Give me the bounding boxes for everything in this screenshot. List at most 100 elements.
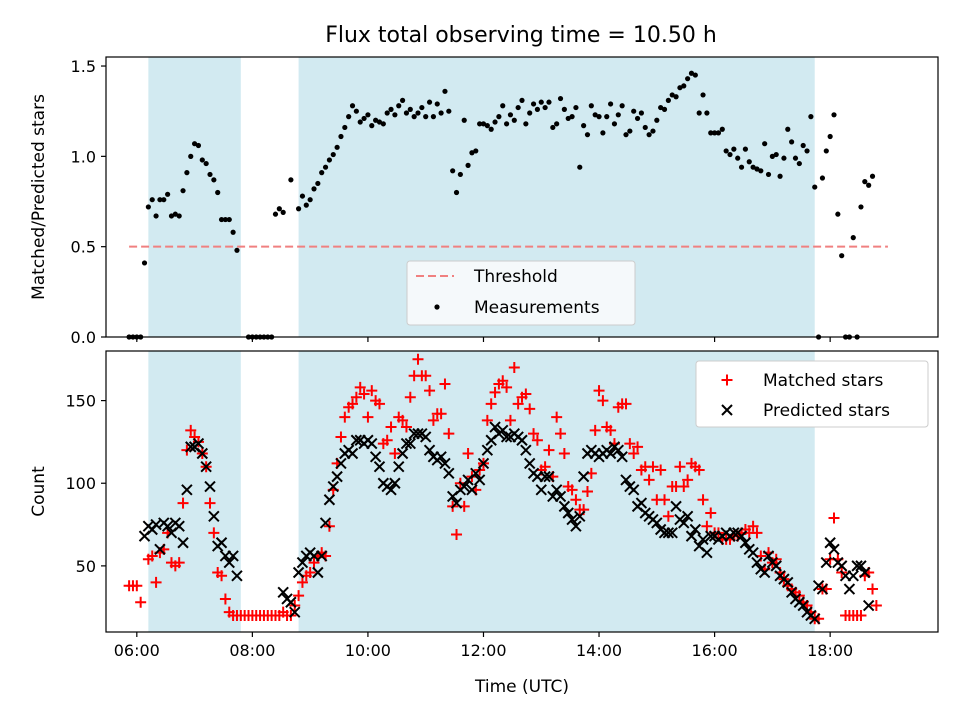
measurement-point — [188, 153, 194, 159]
measurement-point — [808, 114, 814, 120]
predicted-stars-point — [350, 434, 363, 446]
matched-stars-point — [439, 378, 451, 390]
measurement-point — [546, 99, 552, 105]
measurement-point — [392, 112, 398, 118]
matched-stars-point — [150, 576, 162, 588]
matched-stars-point — [605, 424, 617, 436]
measurement-point — [153, 213, 159, 219]
legend-measurement-swatch — [434, 304, 440, 310]
measurement-point — [673, 94, 679, 100]
predicted-stars-point — [154, 543, 166, 556]
predicted-stars-point — [539, 470, 551, 483]
predicted-stars-point — [616, 451, 628, 463]
predicted-stars-point — [689, 523, 702, 536]
measurement-point — [677, 85, 683, 91]
predicted-stars-point — [612, 444, 625, 456]
measurement-point — [480, 121, 487, 127]
predicted-stars-point — [824, 537, 836, 549]
matched-stars-point — [620, 398, 632, 410]
matched-stars-point — [373, 398, 385, 410]
matched-stars-point — [366, 385, 378, 397]
predicted-stars-point — [728, 527, 740, 539]
y-tick-label: 50 — [76, 557, 96, 576]
measurement-point — [627, 128, 633, 134]
measurement-point — [869, 173, 876, 179]
predicted-stars-point — [473, 474, 486, 486]
predicted-stars-point — [604, 447, 617, 460]
measurement-point — [762, 141, 768, 147]
measurement-point — [530, 101, 537, 107]
plot-frame — [105, 56, 939, 338]
measurement-point — [149, 197, 155, 203]
predicted-stars-point — [543, 470, 555, 483]
measurement-point — [484, 123, 490, 129]
predicted-stars-point — [373, 460, 386, 473]
predicted-stars-point — [285, 596, 297, 608]
matched-stars-point — [566, 484, 578, 496]
matched-stars-point — [693, 464, 705, 476]
predicted-stars-point — [435, 451, 447, 463]
matched-stars-point — [855, 609, 867, 621]
predicted-stars-point — [828, 543, 840, 556]
matched-stars-point — [296, 576, 308, 588]
bottom-panel: 50 100 150 06:00 08:00 10:00 12:00 14:00 16:00 18… — [29, 350, 939, 697]
measurement-point — [519, 97, 525, 103]
measurement-point — [592, 112, 598, 118]
predicted-stars-point — [797, 599, 809, 612]
measurement-point — [623, 132, 629, 138]
y-axis-label: Count — [29, 466, 49, 517]
measurement-point — [450, 168, 456, 174]
y-tick-label: 1.5 — [71, 57, 96, 76]
x-tick-label: 18:00 — [807, 641, 853, 660]
predicted-stars-point — [439, 457, 451, 470]
measurement-point — [507, 112, 514, 118]
matched-stars-point — [747, 520, 759, 532]
predicted-stars-point — [523, 457, 536, 470]
measurement-point — [723, 148, 729, 154]
measurement-point — [581, 123, 587, 129]
measurement-point — [746, 159, 752, 165]
matched-stars-point — [304, 566, 316, 578]
matched-stars-point — [581, 486, 593, 497]
measurement-point — [765, 171, 772, 178]
measurement-point — [754, 166, 760, 172]
measurement-point — [199, 157, 205, 163]
measurement-point — [557, 95, 564, 102]
measurement-point — [311, 186, 317, 192]
predicted-stars-point — [192, 437, 205, 450]
plot-frame — [105, 350, 939, 633]
measurement-point — [750, 164, 756, 170]
matched-stars-point — [697, 494, 709, 506]
measurement-point — [141, 260, 148, 266]
measurement-point — [604, 114, 610, 120]
measurement-point — [600, 130, 606, 136]
measurement-point — [430, 114, 437, 120]
y-tick-label: 1.0 — [71, 147, 96, 166]
measurement-point — [669, 92, 675, 98]
measurement-point — [527, 110, 533, 116]
predicted-stars-point — [670, 500, 682, 513]
legend: Matched stars Predicted stars — [695, 360, 929, 428]
predicted-stars-point — [843, 583, 856, 595]
x-tick-label: 12:00 — [460, 641, 506, 660]
measurement-point — [554, 121, 560, 127]
measurement-point — [835, 211, 841, 217]
predicted-stars-point — [782, 576, 794, 589]
predicted-stars-point — [400, 437, 413, 450]
matched-stars-point — [131, 580, 143, 592]
measurement-point — [777, 173, 783, 179]
measurement-point — [342, 124, 348, 131]
measurement-point — [515, 104, 521, 111]
measurement-point — [735, 155, 741, 161]
predicted-stars-point — [809, 613, 821, 625]
x-tick-label: 08:00 — [229, 641, 275, 660]
predicted-stars-point — [458, 480, 470, 493]
measurement-point — [165, 191, 171, 197]
legend-box — [695, 360, 929, 428]
measurement-point — [280, 209, 286, 215]
measurement-point — [176, 213, 182, 219]
predicted-stars-point — [161, 520, 174, 532]
predicted-stars-point — [369, 451, 382, 463]
matched-stars-point — [662, 510, 674, 522]
measurement-point — [184, 170, 190, 176]
